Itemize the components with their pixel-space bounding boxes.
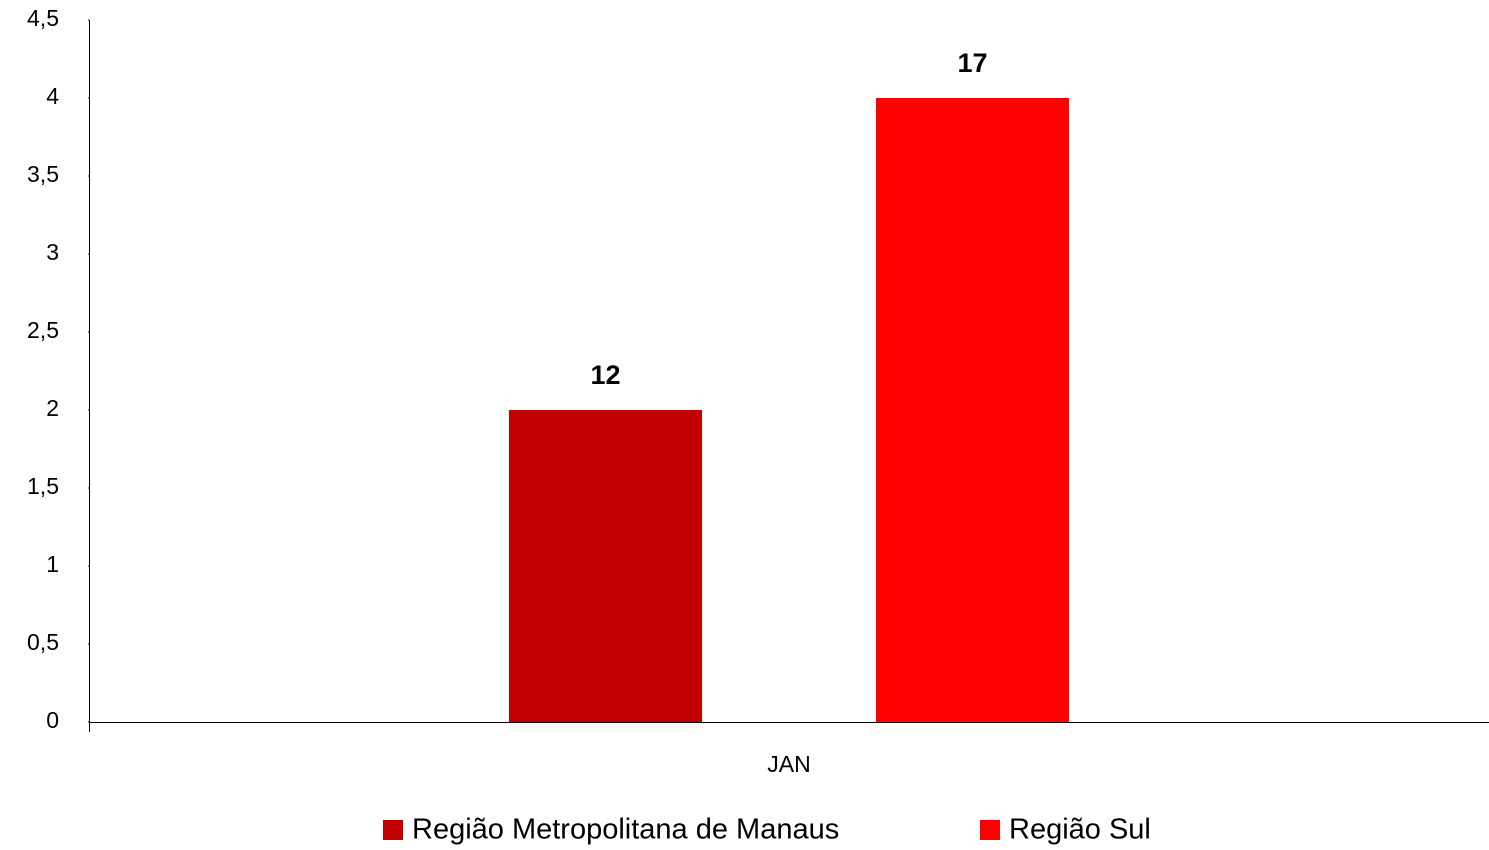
bar xyxy=(876,98,1069,722)
y-tick-label: 3 xyxy=(46,239,59,265)
y-tick-label: 1 xyxy=(46,551,59,577)
x-tick-label: JAN xyxy=(767,751,810,777)
legend-swatch xyxy=(383,820,403,840)
y-tick-label: 4 xyxy=(46,83,59,109)
legend-label: Região Sul xyxy=(1009,814,1151,846)
data-label: 12 xyxy=(590,360,620,390)
y-tick-label: 0,5 xyxy=(27,629,59,655)
bar xyxy=(509,410,702,722)
y-tick-label: 1,5 xyxy=(27,473,59,499)
y-tick-label: 0 xyxy=(46,707,59,733)
y-tick-label: 2,5 xyxy=(27,317,59,343)
y-tick-label: 2 xyxy=(46,395,59,421)
y-tick-label: 4,5 xyxy=(27,5,59,31)
legend-label: Região Metropolitana de Manaus xyxy=(412,814,839,846)
y-tick-label: 3,5 xyxy=(27,161,59,187)
data-label: 17 xyxy=(957,48,987,78)
legend-swatch xyxy=(980,820,1000,840)
